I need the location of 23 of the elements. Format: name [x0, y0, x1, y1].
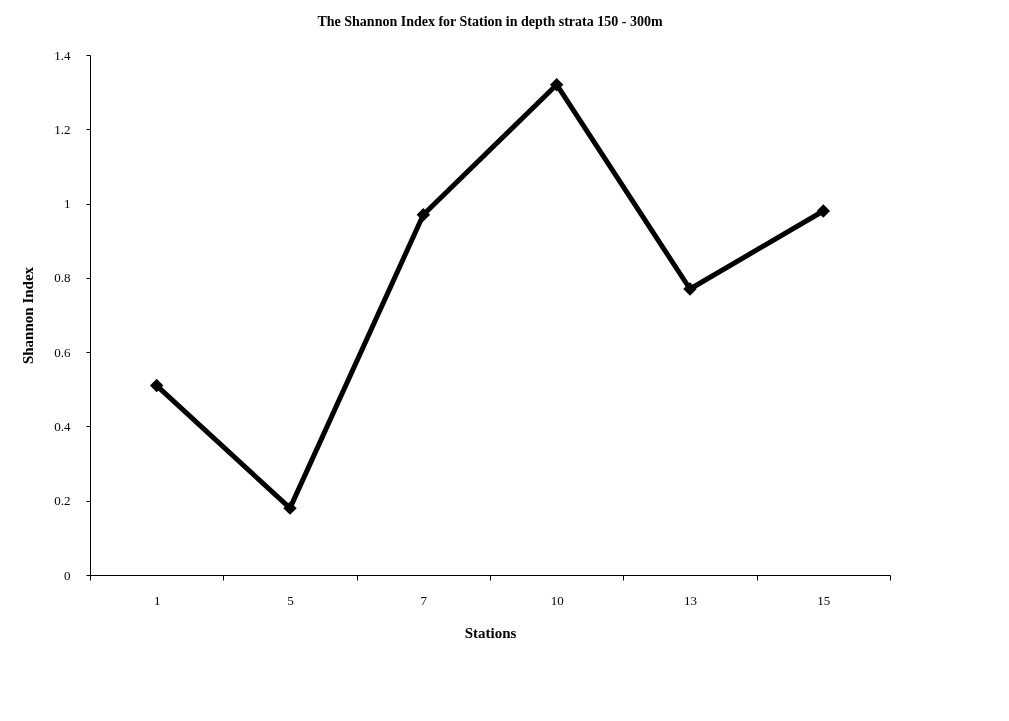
chart-title: The Shannon Index for Station in depth strata 150 - 300m: [317, 14, 663, 29]
point: [283, 501, 297, 515]
point: [816, 204, 831, 218]
point: [549, 78, 564, 92]
point: [683, 282, 697, 296]
x-tick-label: 1: [153, 592, 161, 608]
x-axis-title: Stations: [464, 624, 517, 641]
y-tick-label: 1.2: [54, 121, 71, 137]
y-tick-label: 1: [64, 196, 71, 212]
y-tick-label: 0.6: [54, 344, 71, 360]
y-tick-label: 1.4: [54, 47, 71, 63]
point: [149, 378, 164, 393]
x-tick-label: 5: [287, 592, 294, 608]
x-tick-label: 15: [817, 592, 831, 608]
x-tick-label: 7: [420, 592, 428, 608]
point: [416, 208, 431, 222]
x-tick-label: 13: [684, 592, 697, 608]
y-tick-label: 0.4: [54, 418, 71, 434]
y-tick-label: 0.2: [54, 493, 71, 509]
x-tick-label: 10: [550, 592, 564, 608]
y-axis-title: Shannon Index: [20, 266, 37, 365]
y-tick-label: 0: [64, 567, 71, 583]
y-tick-label: 0.8: [54, 270, 71, 286]
